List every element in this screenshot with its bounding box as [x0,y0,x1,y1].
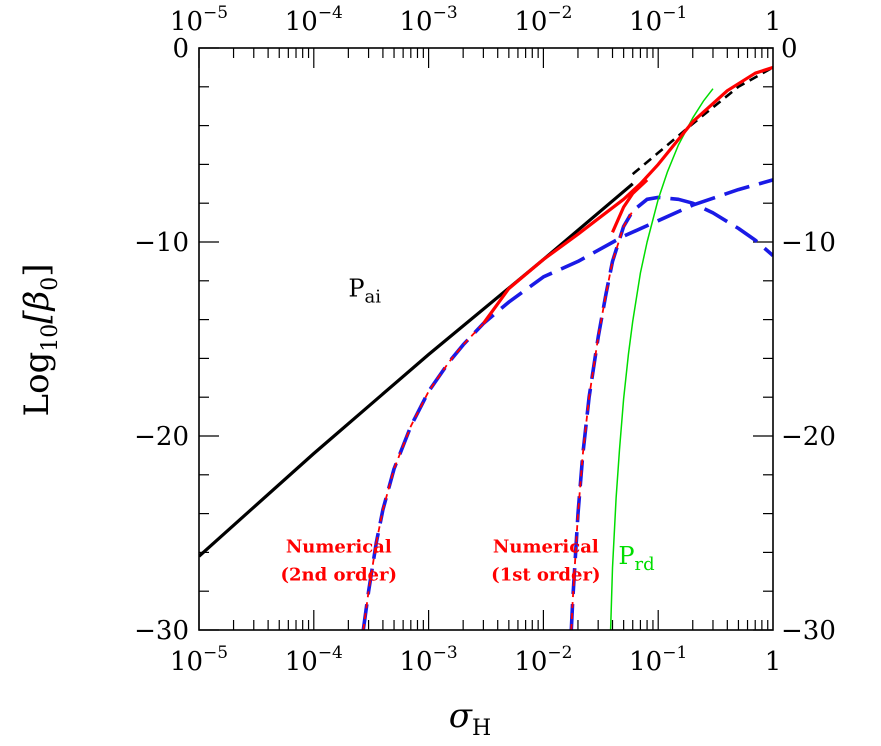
y-tick-label-left: −20 [134,422,189,452]
y-axis-title: Log10[β0] [17,264,63,417]
series-line-red_1st_top [611,178,649,233]
y-tick-label-left: −10 [134,228,189,258]
series-line-pai_solid [199,182,634,558]
x-tick-label-bottom: 10−3 [400,643,458,677]
x-axis-title: σH [449,696,491,741]
annotation-num2-line2: (2nd order) [281,564,398,585]
x-tick-label-top: 10−5 [170,3,228,37]
x-tick-label-top: 1 [765,7,782,37]
x-tick-label-top: 10−3 [400,3,458,37]
x-axis-title-sub: H [472,716,491,741]
x-tick-label-bottom: 10−1 [629,643,687,677]
y-tick-label-right: −10 [781,228,836,258]
series-line-red_2nd [362,322,485,630]
annotation-num1-line2: (1st order) [491,564,600,585]
series-line-pai_dashed [631,66,773,176]
series-line-red_solid [482,65,773,325]
annotation-num2: Numerical [286,536,392,557]
series-layer [199,65,773,630]
series-line-red_1st [570,210,634,630]
y-tick-label-left: 0 [172,34,189,64]
annotation-num1: Numerical [493,536,599,557]
annotation-pai: Pai [348,274,381,307]
x-tick-label-top: 10−2 [514,3,572,37]
annotations: Pai Prd Numerical (2nd order) Numerical (1st … [281,274,655,585]
plot-frame [198,47,774,631]
annotation-prd: Prd [618,542,654,575]
x-tick-label-bottom: 10−4 [285,643,343,677]
y-tick-label-left: −30 [134,616,189,646]
x-tick-label-bottom: 1 [765,647,782,677]
plot-border [198,47,774,631]
x-tick-label-top: 10−4 [285,3,343,37]
series-line-blue_1st [569,195,773,630]
series-line-blue_2nd [361,178,773,630]
axis-ticks [198,47,773,631]
x-tick-label-top: 10−1 [629,3,687,37]
tick-labels: 10−510−510−410−410−310−310−210−210−110−1… [134,3,836,677]
x-tick-label-bottom: 10−5 [170,643,228,677]
y-tick-label-right: −30 [781,616,836,646]
y-tick-label-right: −20 [781,422,836,452]
x-tick-label-bottom: 10−2 [514,643,572,677]
y-tick-label-right: 0 [781,34,798,64]
